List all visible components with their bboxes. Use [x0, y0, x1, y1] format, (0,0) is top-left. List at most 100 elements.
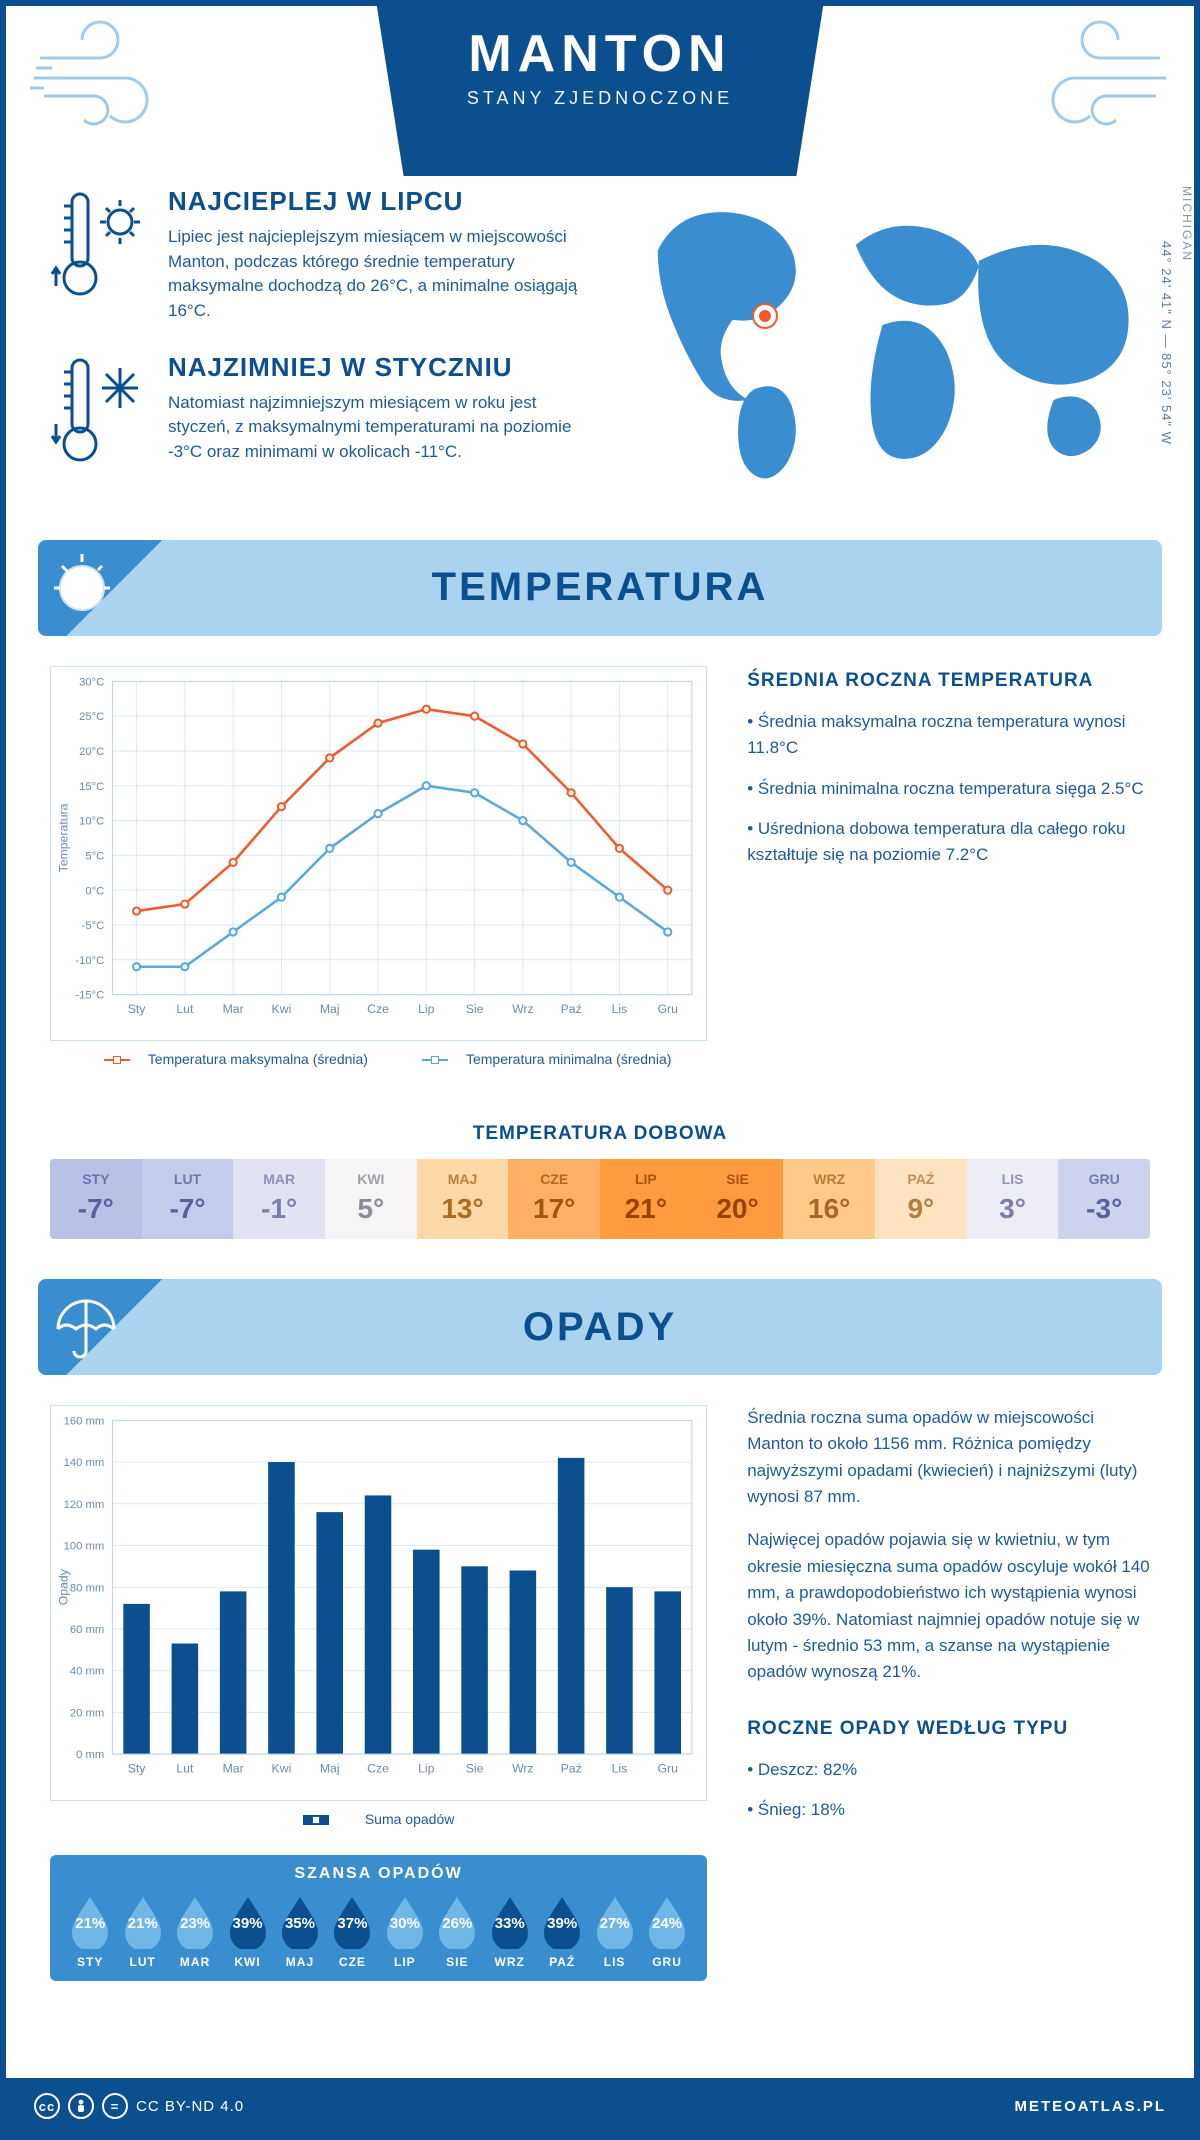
svg-text:-15°C: -15°C: [75, 989, 104, 1001]
world-map: 44° 24' 41" N — 85° 23' 54" W MICHIGAN: [615, 186, 1150, 500]
cc-icon: cc: [34, 2093, 60, 2119]
svg-text:60 mm: 60 mm: [70, 1624, 104, 1636]
license-text: CC BY-ND 4.0: [136, 2098, 244, 2115]
region-label: MICHIGAN: [1180, 186, 1194, 262]
svg-text:Maj: Maj: [320, 1762, 340, 1776]
daily-temp-cell: STY -7°: [50, 1159, 142, 1239]
avg-temp-title: ŚREDNIA ROCZNA TEMPERATURA: [747, 666, 1150, 695]
precip-para-2: Najwięcej opadów pojawia się w kwietniu,…: [747, 1527, 1150, 1685]
rain-chance-drop: 33% WRZ: [484, 1893, 536, 1969]
footer: cc = CC BY-ND 4.0 METEOATLAS.PL: [6, 2078, 1194, 2134]
temperature-summary: ŚREDNIA ROCZNA TEMPERATURA • Średnia mak…: [747, 666, 1150, 1074]
svg-text:Maj: Maj: [320, 1002, 340, 1016]
svg-text:Sie: Sie: [466, 1762, 484, 1776]
svg-text:Lip: Lip: [418, 1002, 435, 1016]
license-block: cc = CC BY-ND 4.0: [34, 2093, 244, 2119]
daily-temp-cell: KWI 5°: [325, 1159, 417, 1239]
svg-text:Kwi: Kwi: [272, 1762, 292, 1776]
temp-bullet: • Średnia minimalna roczna temperatura s…: [747, 776, 1150, 802]
svg-text:Gru: Gru: [657, 1002, 677, 1016]
climate-facts: NAJCIEPLEJ W LIPCU Lipiec jest najcieple…: [50, 186, 585, 500]
svg-text:10°C: 10°C: [79, 815, 104, 827]
warmest-title: NAJCIEPLEJ W LIPCU: [168, 186, 585, 217]
svg-text:160 mm: 160 mm: [64, 1416, 105, 1428]
precip-title: OPADY: [523, 1305, 677, 1350]
thermometer-sun-icon: [50, 186, 150, 306]
daily-temp-row: STY -7° LUT -7° MAR -1° KWI 5° MAJ 13° C…: [50, 1159, 1150, 1239]
temp-bullet: • Uśredniona dobowa temperatura dla całe…: [747, 816, 1150, 869]
coldest-title: NAJZIMNIEJ W STYCZNIU: [168, 352, 585, 383]
rain-chance-row: 21% STY 21% LUT 23%: [64, 1893, 693, 1969]
coldest-text: Natomiast najzimniejszym miesiącem w rok…: [168, 391, 585, 465]
precip-legend: Suma opadów: [50, 1801, 707, 1833]
svg-text:-5°C: -5°C: [82, 920, 105, 932]
svg-text:Cze: Cze: [367, 1002, 389, 1016]
precip-summary: Średnia roczna suma opadów w miejscowośc…: [747, 1405, 1150, 1981]
svg-text:Lip: Lip: [418, 1762, 435, 1776]
temperature-chart-area: -15°C-10°C-5°C0°C5°C10°C15°C20°C25°C30°C…: [50, 666, 707, 1074]
wind-swirl-icon: [30, 18, 190, 128]
svg-text:Kwi: Kwi: [272, 1002, 292, 1016]
svg-text:Sty: Sty: [128, 1002, 147, 1016]
daily-temp-cell: LIS 3°: [967, 1159, 1059, 1239]
daily-temp-cell: MAR -1°: [233, 1159, 325, 1239]
rain-chance-drop: 39% PAŹ: [536, 1893, 588, 1969]
rain-chance-drop: 30% LIP: [379, 1893, 431, 1969]
svg-text:Lis: Lis: [612, 1762, 628, 1776]
rain-chance-drop: 39% KWI: [221, 1893, 273, 1969]
daily-temp-cell: SIE 20°: [692, 1159, 784, 1239]
svg-text:Wrz: Wrz: [512, 1762, 534, 1776]
svg-text:140 mm: 140 mm: [64, 1457, 105, 1469]
svg-text:30°C: 30°C: [79, 676, 104, 688]
site-name: METEOATLAS.PL: [1014, 2098, 1166, 2115]
warmest-text: Lipiec jest najcieplejszym miesiącem w m…: [168, 225, 585, 324]
precip-bytype-item: • Śnieg: 18%: [747, 1797, 1150, 1823]
svg-text:15°C: 15°C: [79, 780, 104, 792]
svg-text:Lut: Lut: [176, 1762, 194, 1776]
warmest-fact: NAJCIEPLEJ W LIPCU Lipiec jest najcieple…: [50, 186, 585, 324]
svg-text:Lis: Lis: [612, 1002, 628, 1016]
precip-bar-chart: 0 mm20 mm40 mm60 mm80 mm100 mm120 mm140 …: [50, 1405, 707, 1801]
precip-chart-area: 0 mm20 mm40 mm60 mm80 mm100 mm120 mm140 …: [50, 1405, 707, 1981]
sun-badge-icon: [38, 540, 168, 636]
world-map-icon: [615, 186, 1150, 486]
svg-text:0°C: 0°C: [85, 885, 104, 897]
daily-temp-cell: LIP 21°: [600, 1159, 692, 1239]
daily-temp-cell: LUT -7°: [142, 1159, 234, 1239]
daily-temp-title: TEMPERATURA DOBOWA: [6, 1123, 1194, 1145]
svg-text:Opady: Opady: [56, 1568, 70, 1605]
rain-chance-drop: 35% MAJ: [274, 1893, 326, 1969]
svg-text:Temperatura: Temperatura: [56, 803, 70, 872]
svg-text:Cze: Cze: [367, 1762, 389, 1776]
daily-temp-cell: CZE 17°: [508, 1159, 600, 1239]
country-name: STANY ZJEDNOCZONE: [467, 88, 733, 109]
rain-chance-drop: 37% CZE: [326, 1893, 378, 1969]
overview-row: NAJCIEPLEJ W LIPCU Lipiec jest najcieple…: [6, 176, 1194, 530]
umbrella-badge-icon: [38, 1279, 168, 1375]
svg-text:5°C: 5°C: [85, 850, 104, 862]
rain-chance-drop: 23% MAR: [169, 1893, 221, 1969]
precip-bytype-item: • Deszcz: 82%: [747, 1757, 1150, 1783]
precip-legend-label: Suma opadów: [365, 1811, 455, 1827]
by-icon: [68, 2093, 94, 2119]
rain-chance-drop: 24% GRU: [641, 1893, 693, 1969]
title-ribbon: MANTON STANY ZJEDNOCZONE: [377, 6, 823, 176]
rain-chance-title: SZANSA OPADÓW: [64, 1865, 693, 1883]
header: MANTON STANY ZJEDNOCZONE: [6, 6, 1194, 176]
svg-text:Lut: Lut: [176, 1002, 194, 1016]
svg-text:Mar: Mar: [223, 1002, 244, 1016]
svg-text:0 mm: 0 mm: [76, 1749, 104, 1761]
precip-body: 0 mm20 mm40 mm60 mm80 mm100 mm120 mm140 …: [6, 1395, 1194, 2011]
rain-chance-drop: 21% STY: [64, 1893, 116, 1969]
precip-bytype-title: ROCZNE OPADY WEDŁUG TYPU: [747, 1714, 1150, 1743]
svg-text:25°C: 25°C: [79, 711, 104, 723]
temperature-line-chart: -15°C-10°C-5°C0°C5°C10°C15°C20°C25°C30°C…: [50, 666, 707, 1042]
svg-text:Wrz: Wrz: [512, 1002, 534, 1016]
temperature-body: -15°C-10°C-5°C0°C5°C10°C15°C20°C25°C30°C…: [6, 656, 1194, 1104]
wind-swirl-icon: [1010, 18, 1170, 128]
daily-temp-cell: MAJ 13°: [417, 1159, 509, 1239]
precip-para-1: Średnia roczna suma opadów w miejscowośc…: [747, 1405, 1150, 1510]
daily-temp-cell: GRU -3°: [1058, 1159, 1150, 1239]
temp-bullet: • Średnia maksymalna roczna temperatura …: [747, 709, 1150, 762]
thermometer-snow-icon: [50, 352, 150, 472]
